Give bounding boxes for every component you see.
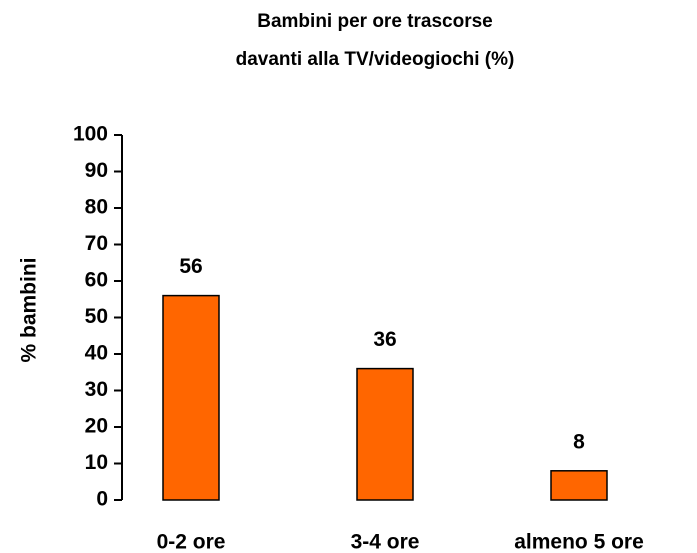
bar [162,294,220,501]
y-tick-label: 90 [85,159,108,182]
y-tick-label: 40 [85,342,108,365]
y-tick-label: 50 [85,305,108,328]
y-tick-label: 60 [85,269,108,292]
x-tick-label: almeno 5 ore [514,531,644,553]
y-tick-label: 30 [85,378,108,401]
value-label: 8 [573,430,585,453]
y-axis-label: % bambini [18,257,41,362]
bar [356,367,414,501]
y-tick-label: 80 [85,196,108,219]
y-tick-label: 20 [85,415,108,438]
chart-title: davanti alla TV/videogiochi (%) [236,49,515,70]
chart-title: Bambini per ore trascorse [257,11,492,32]
y-tick-label: 10 [85,451,108,474]
y-tick-label: 100 [73,123,108,146]
x-tick-label: 0-2 ore [157,531,226,553]
bar [550,470,608,501]
y-tick-label: 0 [96,488,108,511]
value-label: 56 [179,255,202,278]
x-tick-label: 3-4 ore [351,531,420,553]
value-label: 36 [373,328,396,351]
y-tick-label: 70 [85,232,108,255]
